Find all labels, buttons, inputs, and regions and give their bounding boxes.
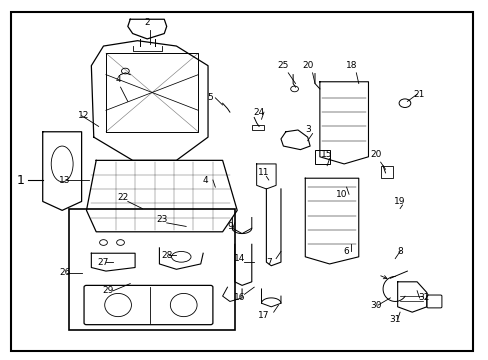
Text: 32: 32	[418, 293, 429, 302]
Text: 31: 31	[388, 315, 400, 324]
Text: 15: 15	[321, 150, 332, 159]
Bar	[69, 208, 234, 330]
Text: 9: 9	[226, 222, 232, 231]
Text: 4: 4	[115, 76, 121, 85]
Text: 12: 12	[78, 111, 90, 120]
Text: 25: 25	[277, 61, 288, 70]
Text: 20: 20	[369, 150, 381, 159]
Text: 19: 19	[393, 197, 405, 206]
Text: 5: 5	[207, 93, 213, 102]
Text: 8: 8	[396, 247, 402, 256]
Text: 10: 10	[335, 190, 347, 199]
Text: 30: 30	[369, 301, 381, 310]
Text: 20: 20	[302, 61, 313, 70]
Text: 28: 28	[161, 251, 172, 260]
Bar	[380, 166, 392, 178]
Text: 21: 21	[413, 90, 425, 99]
Text: 24: 24	[253, 108, 264, 117]
Text: 14: 14	[233, 254, 245, 263]
Text: 26: 26	[59, 268, 70, 277]
Text: 6: 6	[343, 247, 349, 256]
Text: 3: 3	[304, 126, 310, 135]
Text: 17: 17	[258, 311, 269, 320]
Text: 11: 11	[258, 168, 269, 177]
Text: 16: 16	[233, 293, 245, 302]
Text: 27: 27	[98, 258, 109, 267]
Text: 23: 23	[156, 215, 167, 224]
Text: 13: 13	[59, 176, 70, 185]
Text: 18: 18	[345, 61, 357, 70]
Text: 22: 22	[117, 193, 128, 202]
Text: 2: 2	[144, 18, 150, 27]
Text: 1: 1	[17, 174, 25, 186]
Text: 29: 29	[102, 286, 114, 295]
Text: 4: 4	[203, 176, 208, 185]
Text: 7: 7	[265, 258, 271, 267]
Bar	[314, 150, 329, 164]
Bar	[251, 125, 264, 130]
